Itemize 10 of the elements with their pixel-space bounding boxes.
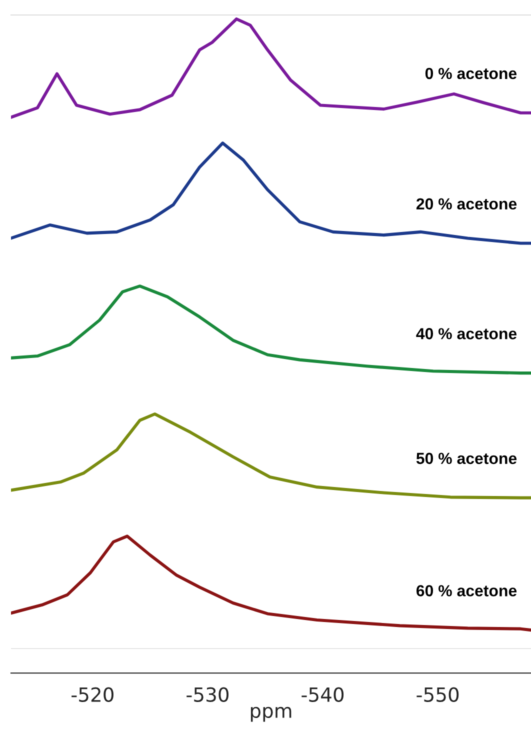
series-label: 20 % acetone — [416, 198, 517, 210]
series-label: 60 % acetone — [416, 585, 517, 596]
series-label: 0 % acetone — [425, 68, 517, 80]
x-tick-label: -520 — [72, 687, 114, 702]
series-label: 50 % acetone — [416, 452, 517, 464]
x-tick-label: -540 — [302, 687, 344, 702]
x-tick-label: -530 — [186, 687, 228, 702]
series-label: 40 % acetone — [416, 328, 517, 340]
x-axis-title: ppm — [250, 706, 292, 722]
x-tick-label: -550 — [416, 687, 459, 702]
